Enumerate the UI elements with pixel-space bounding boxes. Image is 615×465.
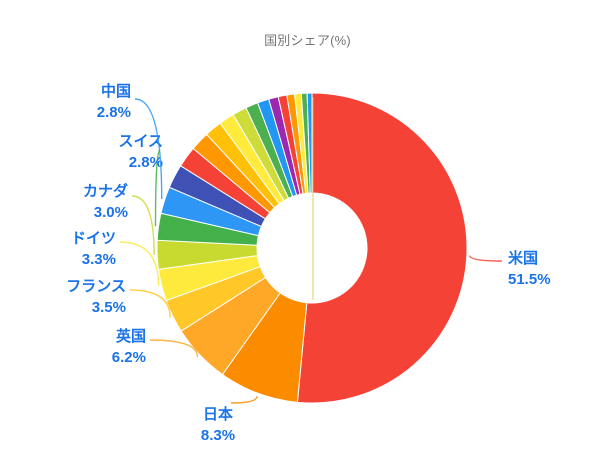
leader-line-フランス <box>129 289 171 318</box>
leader-line-ドイツ <box>119 241 160 286</box>
chart-title: 国別シェア(%) <box>264 33 351 48</box>
pie-slice-米国[interactable] <box>296 92 468 404</box>
slice-name-label-日本: 日本 <box>203 405 233 423</box>
slice-name-label-英国: 英国 <box>116 327 146 345</box>
leader-line-日本 <box>230 395 258 404</box>
slice-value-label-フランス: 3.5% <box>92 299 126 316</box>
slice-name-label-ドイツ: ドイツ <box>71 230 116 247</box>
slice-value-label-英国: 6.2% <box>112 349 146 366</box>
slice-value-label-カナダ: 3.0% <box>94 204 128 221</box>
slice-value-label-日本: 8.3% <box>201 427 235 444</box>
slice-name-label-フランス: フランス <box>66 278 126 295</box>
leader-line-英国 <box>149 339 199 357</box>
slice-value-label-中国: 2.8% <box>97 104 131 121</box>
leader-line-カナダ <box>131 195 155 255</box>
slice-value-label-ドイツ: 3.3% <box>82 251 116 268</box>
slice-name-label-カナダ: カナダ <box>83 182 128 200</box>
slice-name-label-中国: 中国 <box>101 82 131 100</box>
slice-name-label-米国: 米国 <box>508 249 538 267</box>
slice-value-label-米国: 51.5% <box>508 271 551 288</box>
leader-line-中国 <box>134 98 163 200</box>
leader-line-米国 <box>469 255 503 262</box>
slice-value-label-スイス: 2.8% <box>129 154 163 171</box>
pie-slice-small-21[interactable] <box>306 92 313 194</box>
slice-name-label-スイス: スイス <box>118 133 163 150</box>
